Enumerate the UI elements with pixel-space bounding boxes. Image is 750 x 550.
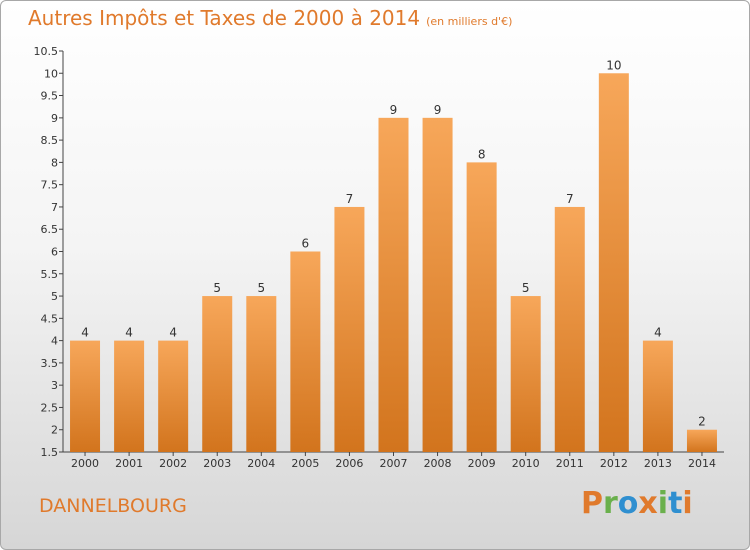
y-tick-label: 6.5 bbox=[41, 223, 59, 236]
value-label-2008: 9 bbox=[434, 103, 442, 117]
x-tick-label-2014: 2014 bbox=[688, 457, 716, 470]
proxiti-logo: Proxiti bbox=[581, 486, 693, 521]
value-label-2000: 4 bbox=[81, 326, 89, 340]
x-tick-label-2009: 2009 bbox=[468, 457, 496, 470]
value-label-2006: 7 bbox=[346, 192, 354, 206]
y-tick-label: 4 bbox=[51, 335, 58, 348]
value-label-2002: 4 bbox=[169, 326, 177, 340]
bar-2004 bbox=[246, 296, 277, 452]
y-tick-label: 3.5 bbox=[41, 357, 59, 370]
value-label-2004: 5 bbox=[257, 281, 265, 295]
y-tick-label: 2.5 bbox=[41, 401, 59, 414]
x-tick-label-2007: 2007 bbox=[380, 457, 408, 470]
bar-2008 bbox=[422, 117, 453, 452]
bar-2003 bbox=[202, 296, 233, 452]
y-tick-label: 8 bbox=[51, 156, 58, 169]
y-tick-label: 2 bbox=[51, 424, 58, 437]
bar-2011 bbox=[554, 206, 585, 452]
bar-2001 bbox=[114, 340, 145, 452]
bar-2009 bbox=[466, 162, 497, 452]
bar-2005 bbox=[290, 251, 321, 452]
x-tick-label-2002: 2002 bbox=[159, 457, 187, 470]
y-tick-label: 7 bbox=[51, 201, 58, 214]
value-label-2012: 10 bbox=[606, 58, 621, 72]
bar-2000 bbox=[70, 340, 101, 452]
x-tick-label-2003: 2003 bbox=[203, 457, 231, 470]
x-tick-label-2008: 2008 bbox=[424, 457, 452, 470]
value-label-2013: 4 bbox=[654, 326, 662, 340]
y-tick-label: 10 bbox=[44, 67, 58, 80]
y-tick-label: 9 bbox=[51, 112, 58, 125]
y-tick-label: 3 bbox=[51, 379, 58, 392]
x-tick-label-2004: 2004 bbox=[247, 457, 275, 470]
x-tick-label-2006: 2006 bbox=[335, 457, 363, 470]
y-tick-label: 1.5 bbox=[41, 446, 59, 459]
y-tick-label: 10.5 bbox=[34, 45, 59, 58]
value-label-2011: 7 bbox=[566, 192, 574, 206]
y-tick-label: 5.5 bbox=[41, 268, 59, 281]
bar-2014 bbox=[686, 429, 717, 452]
x-tick-label-2005: 2005 bbox=[291, 457, 319, 470]
chart-unit: (en milliers d'€) bbox=[426, 15, 513, 28]
x-tick-label-2013: 2013 bbox=[644, 457, 672, 470]
chart-title-text: Autres Impôts et Taxes de 2000 à 2014 bbox=[28, 6, 421, 30]
y-tick-label: 9.5 bbox=[41, 90, 59, 103]
x-tick-label-2012: 2012 bbox=[600, 457, 628, 470]
y-tick-label: 7.5 bbox=[41, 179, 59, 192]
value-label-2003: 5 bbox=[213, 281, 221, 295]
y-tick-label: 6 bbox=[51, 246, 58, 259]
value-label-2014: 2 bbox=[698, 415, 706, 429]
chart-title: Autres Impôts et Taxes de 2000 à 2014 (en… bbox=[28, 6, 512, 30]
bar-2010 bbox=[510, 296, 541, 452]
y-tick-label: 5 bbox=[51, 290, 58, 303]
value-label-2007: 9 bbox=[390, 103, 398, 117]
bar-2006 bbox=[334, 206, 365, 452]
bar-2013 bbox=[642, 340, 673, 452]
x-tick-label-2000: 2000 bbox=[71, 457, 99, 470]
y-tick-label: 4.5 bbox=[41, 312, 59, 325]
bar-2007 bbox=[378, 117, 409, 452]
x-tick-label-2001: 2001 bbox=[115, 457, 143, 470]
value-label-2010: 5 bbox=[522, 281, 530, 295]
bar-2012 bbox=[598, 73, 629, 453]
bar-2002 bbox=[158, 340, 189, 452]
value-label-2005: 6 bbox=[302, 237, 310, 251]
value-label-2001: 4 bbox=[125, 326, 133, 340]
x-tick-label-2011: 2011 bbox=[556, 457, 584, 470]
x-tick-label-2010: 2010 bbox=[512, 457, 540, 470]
y-tick-label: 8.5 bbox=[41, 134, 59, 147]
commune-name: DANNELBOURG bbox=[39, 495, 187, 517]
value-label-2009: 8 bbox=[478, 147, 486, 161]
